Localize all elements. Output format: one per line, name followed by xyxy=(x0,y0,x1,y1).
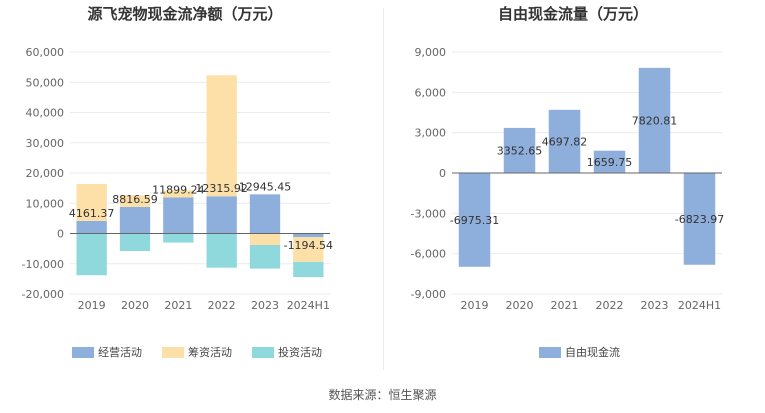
data-label: 3352.65 xyxy=(497,144,543,157)
bar-2 xyxy=(119,195,151,207)
bar-3 xyxy=(206,233,237,268)
y-tick-label: -20,000 xyxy=(22,288,64,301)
x-tick-label: 2022 xyxy=(208,299,236,312)
panel-divider xyxy=(383,8,384,370)
chart-title: 自由现金流量（万元） xyxy=(498,5,648,23)
bar-2 xyxy=(163,190,194,198)
free-cash-flow-chart: 自由现金流量（万元） -9,000 -6,000 -3,000 0 3,000 6,000 9… xyxy=(411,5,725,359)
y-tick-label: 0 xyxy=(439,167,446,180)
bar-1 xyxy=(76,220,107,234)
bar-1 xyxy=(206,196,237,234)
legend-label: 筹资活动 xyxy=(188,345,232,359)
y-tick-label: 6,000 xyxy=(415,86,447,99)
x-tick-label: 2019 xyxy=(461,299,489,312)
x-tick-label: 2019 xyxy=(78,299,106,312)
y-tick-label: 3,000 xyxy=(415,127,447,140)
data-label: 12315.92 xyxy=(195,182,248,195)
bar-3 xyxy=(76,233,107,276)
legend-swatch xyxy=(252,347,274,358)
cash-flow-net-chart: 源飞宠物现金流净额（万元） -20,000 -10,000 0 10,000 20,000… xyxy=(22,5,334,359)
bar-1 xyxy=(249,194,281,234)
x-tick-label: 2024H1 xyxy=(287,299,330,312)
legend-label: 投资活动 xyxy=(278,345,322,359)
bar-1 xyxy=(163,197,194,234)
legend-swatch xyxy=(162,347,184,358)
data-label: 4161.37 xyxy=(69,207,115,220)
legend-label: 自由现金流 xyxy=(565,345,620,359)
bar-2 xyxy=(249,233,281,245)
data-label: 1659.75 xyxy=(587,156,633,169)
legend-label: 经营活动 xyxy=(98,345,142,359)
bar-1 xyxy=(293,233,324,238)
x-tick-label: 2020 xyxy=(121,299,149,312)
y-tick-label: 10,000 xyxy=(26,197,65,210)
data-label: 8816.59 xyxy=(112,193,158,206)
data-label: 11899.24 xyxy=(152,184,205,197)
bar-1 xyxy=(119,206,151,234)
data-label: -6823.97 xyxy=(675,213,724,226)
bar-1 xyxy=(593,150,626,173)
bar-1 xyxy=(638,67,671,173)
bar-1 xyxy=(458,173,491,267)
bar-1 xyxy=(683,173,716,265)
x-tick-label: 2024H1 xyxy=(678,299,721,312)
data-label: 7820.81 xyxy=(632,114,678,127)
y-tick-label: 0 xyxy=(57,228,64,241)
bar-3 xyxy=(249,244,281,269)
legend-swatch xyxy=(72,347,94,358)
bar-2 xyxy=(206,75,237,197)
legend-swatch xyxy=(539,347,561,358)
y-tick-label: 40,000 xyxy=(26,107,65,120)
bar-3 xyxy=(293,261,324,278)
bar-1 xyxy=(548,109,581,173)
y-tick-label: -3,000 xyxy=(411,207,446,220)
x-tick-label: 2021 xyxy=(164,299,192,312)
x-tick-label: 2023 xyxy=(641,299,669,312)
source-note: 数据来源：恒生聚源 xyxy=(328,388,437,402)
y-tick-label: 30,000 xyxy=(26,137,65,150)
y-tick-label: -9,000 xyxy=(411,288,446,301)
data-label: 4697.82 xyxy=(542,135,588,148)
y-tick-label: -6,000 xyxy=(411,248,446,261)
bar-2 xyxy=(293,237,324,262)
chart-title: 源飞宠物现金流净额（万元） xyxy=(87,5,282,23)
bar-2 xyxy=(76,184,107,221)
x-tick-label: 2020 xyxy=(506,299,534,312)
y-tick-label: 50,000 xyxy=(26,76,65,89)
x-tick-label: 2021 xyxy=(551,299,579,312)
data-label: -1194.54 xyxy=(284,239,333,252)
bar-3 xyxy=(163,233,194,243)
y-tick-label: 60,000 xyxy=(26,46,65,59)
bar-1 xyxy=(503,127,536,173)
x-tick-label: 2023 xyxy=(251,299,279,312)
bar-3 xyxy=(119,233,151,252)
y-tick-label: 20,000 xyxy=(26,167,65,180)
data-label: -6975.31 xyxy=(450,214,499,227)
x-tick-label: 2022 xyxy=(596,299,624,312)
data-label: 12945.45 xyxy=(239,180,292,193)
y-tick-label: 9,000 xyxy=(415,46,447,59)
y-tick-label: -10,000 xyxy=(22,258,64,271)
